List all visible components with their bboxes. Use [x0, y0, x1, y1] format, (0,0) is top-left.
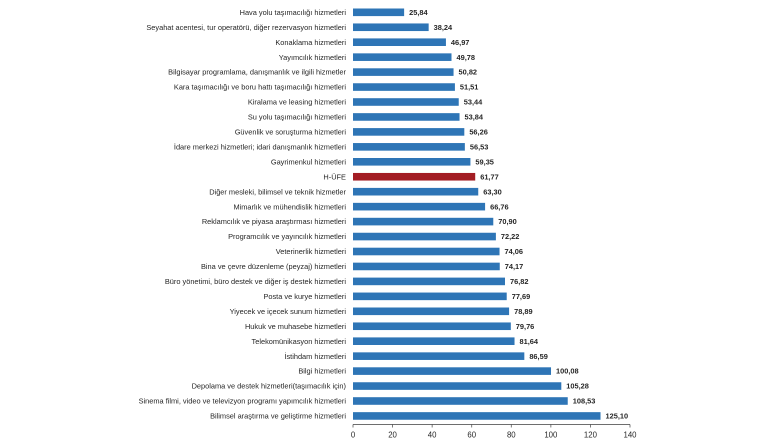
value-label: 86,59 — [529, 352, 548, 361]
bar — [353, 382, 562, 390]
bar — [353, 397, 568, 405]
bar — [353, 98, 459, 106]
value-label: 56,26 — [469, 128, 488, 137]
category-label: Bilgisayar programlama, danışmanlık ve i… — [168, 68, 346, 77]
value-label: 74,06 — [505, 247, 523, 256]
bar — [353, 202, 486, 211]
bar — [353, 143, 465, 151]
value-label: 100,08 — [556, 367, 579, 376]
value-label: 76,82 — [510, 277, 529, 286]
x-tick-label: 120 — [584, 430, 598, 439]
bar — [353, 322, 511, 331]
category-label: Programcılık ve yayıncılık hizmetleri — [228, 232, 346, 241]
category-label: Büro yönetimi, büro destek ve diğer iş d… — [165, 277, 347, 286]
value-label: 78,89 — [514, 307, 533, 316]
value-label: 59,35 — [475, 157, 494, 166]
value-label: 49,78 — [456, 53, 475, 62]
bar — [353, 8, 405, 17]
bar — [353, 217, 494, 226]
bar — [353, 307, 510, 316]
x-tick-label: 20 — [388, 430, 397, 439]
category-label: H-ÜFE — [323, 172, 346, 181]
bar — [353, 23, 429, 32]
category-label: Bilgi hizmetleri — [298, 367, 346, 376]
category-label: Diğer mesleki, bilimsel ve teknik hizmet… — [209, 187, 346, 196]
value-label: 25,84 — [409, 8, 428, 17]
category-label: Gayrimenkul hizmetleri — [271, 157, 347, 166]
value-label: 79,76 — [516, 322, 535, 331]
value-label: 70,90 — [498, 217, 517, 226]
category-label: Reklamcılık ve piyasa araştırması hizmet… — [202, 217, 347, 226]
value-label: 66,76 — [490, 202, 509, 211]
category-label: Su yolu taşımacılığı hizmetleri — [248, 113, 347, 122]
bar — [353, 292, 507, 301]
x-tick-label: 40 — [428, 430, 437, 439]
value-label: 61,77 — [480, 172, 499, 181]
category-label: Hukuk ve muhasebe hizmetleri — [245, 322, 346, 331]
value-label: 50,82 — [459, 68, 478, 77]
value-label: 74,17 — [505, 262, 523, 271]
category-label: Hava yolu taşımacılığı hizmetleri — [240, 8, 347, 17]
bar — [353, 232, 496, 241]
category-label: İdare merkezi hizmetleri; idari danışman… — [174, 142, 346, 151]
bar — [353, 38, 446, 46]
category-label: Kiralama ve leasing hizmetleri — [248, 98, 347, 107]
bar — [353, 352, 525, 360]
bar — [353, 128, 465, 136]
bar — [353, 113, 460, 121]
category-label: Yayımcılık hizmetleri — [279, 53, 347, 62]
category-label: Telekomünikasyon hizmetleri — [252, 337, 347, 346]
bar — [353, 83, 455, 91]
x-tick-label: 0 — [351, 430, 356, 439]
category-label: Sinema filmi, video ve televizyon progra… — [139, 397, 347, 406]
bar — [353, 53, 452, 61]
category-label: İstihdam hizmetleri — [284, 352, 346, 361]
value-label: 56,53 — [470, 142, 489, 151]
value-label: 51,51 — [460, 83, 479, 92]
value-label: 108,53 — [573, 397, 596, 406]
bar — [353, 412, 601, 420]
value-label: 125,10 — [606, 412, 629, 421]
category-label: Konaklama hizmetleri — [275, 38, 346, 47]
value-label: 77,69 — [512, 292, 531, 301]
bar — [353, 68, 454, 76]
bar — [353, 158, 471, 166]
value-label: 63,30 — [483, 187, 502, 196]
category-label: Veterinerlik hizmetleri — [276, 247, 347, 256]
category-label: Mimarlık ve mühendislik hizmetleri — [233, 202, 346, 211]
value-label: 53,84 — [465, 113, 484, 122]
bar — [353, 187, 479, 196]
category-label: Bilimsel araştırma ve geliştirme hizmetl… — [210, 412, 346, 421]
value-label: 81,64 — [520, 337, 539, 346]
bar — [353, 277, 505, 286]
bar — [353, 337, 515, 345]
category-label: Kara taşımacılığı ve boru hattı taşımacı… — [174, 83, 346, 92]
category-label: Güvenlik ve soruşturma hizmetleri — [235, 128, 347, 137]
bar — [353, 367, 552, 375]
value-label: 72,22 — [501, 232, 520, 241]
category-label: Yiyecek ve içecek sunum hizmetleri — [230, 307, 347, 316]
x-tick-label: 80 — [507, 430, 516, 439]
bar — [353, 262, 500, 271]
value-label: 105,28 — [566, 382, 589, 391]
x-tick-label: 60 — [467, 430, 476, 439]
value-label: 53,44 — [464, 98, 483, 107]
category-label: Posta ve kurye hizmetleri — [263, 292, 346, 301]
highlight-bar — [353, 172, 476, 181]
x-tick-label: 140 — [623, 430, 637, 439]
value-label: 46,97 — [451, 38, 470, 47]
x-tick-label: 100 — [544, 430, 558, 439]
category-label: Seyahat acentesi, tur operatörü, diğer r… — [146, 23, 346, 32]
value-label: 38,24 — [434, 23, 453, 32]
bar — [353, 247, 500, 256]
category-label: Depolama ve destek hizmetleri(taşımacılı… — [192, 382, 346, 391]
category-label: Bina ve çevre düzenleme (peyzaj) hizmetl… — [201, 262, 346, 271]
